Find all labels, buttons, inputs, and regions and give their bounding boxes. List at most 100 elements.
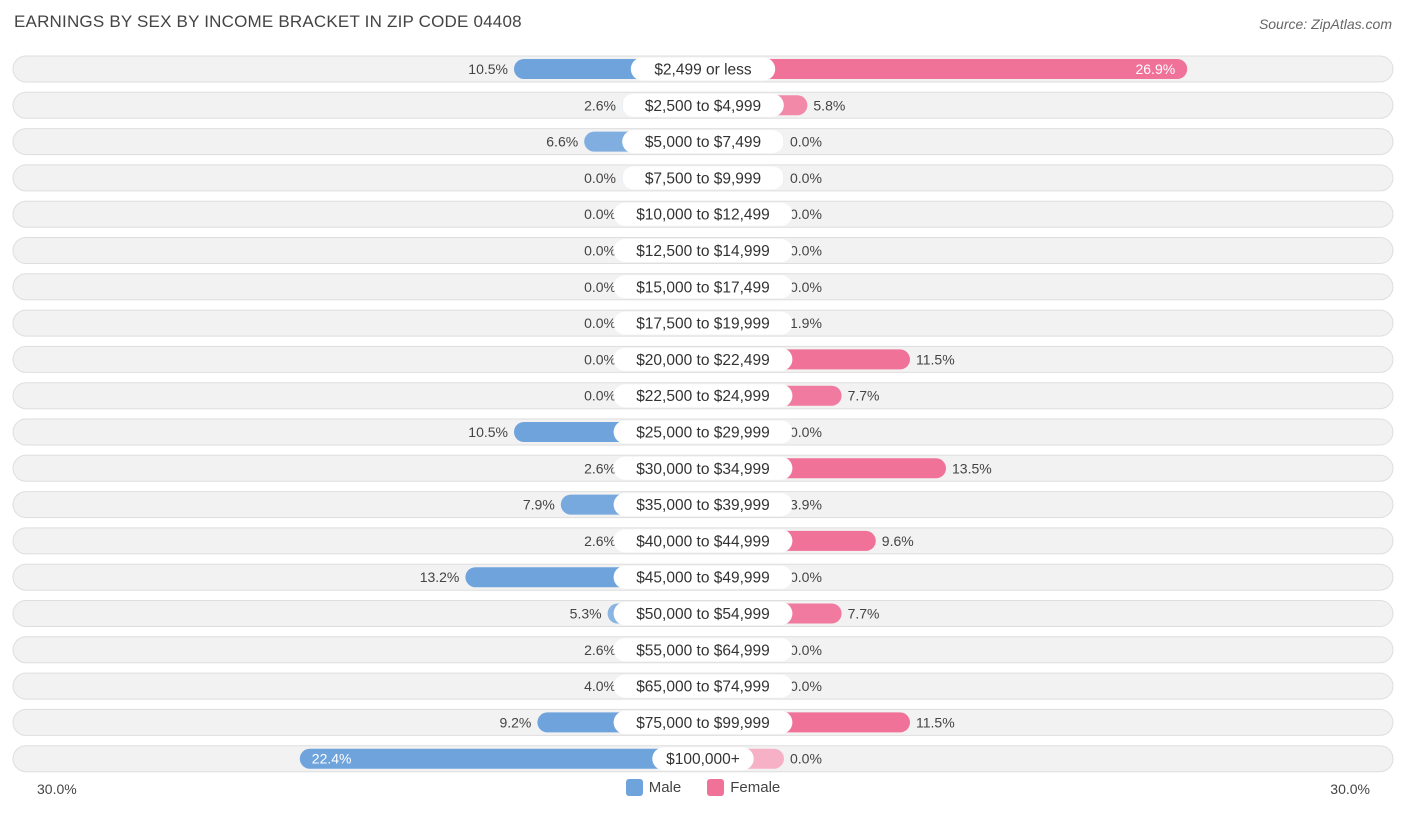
bar-row: 0.0% 0.0% $15,000 to $17,499 [12,273,1394,301]
value-label-male: 13.2% [420,569,460,585]
legend-label-male: Male [648,779,682,796]
category-label: $10,000 to $12,499 [636,207,770,224]
category-label: $35,000 to $39,999 [636,497,770,514]
bar-row: 2.6% 13.5% $30,000 to $34,999 [12,454,1394,482]
value-label-male: 5.3% [570,606,602,622]
value-label-female: 9.6% [882,533,914,549]
value-label-female: 3.9% [790,497,822,513]
category-label: $5,000 to $7,499 [645,134,761,151]
value-label-female: 1.9% [790,315,822,331]
value-label-female: 26.9% [1135,61,1175,77]
category-pill [613,420,793,444]
category-pill [613,311,793,335]
bar-row: 13.2% 0.0% $45,000 to $49,999 [12,563,1394,591]
category-label: $12,500 to $14,999 [636,243,770,260]
category-label: $7,500 to $9,999 [645,170,761,187]
value-label-male: 0.0% [584,243,616,259]
bar-row: 9.2% 11.5% $75,000 to $99,999 [12,708,1394,736]
value-label-male: 6.6% [546,134,578,150]
category-label: $15,000 to $17,499 [636,279,770,296]
bar-female[interactable] [703,59,1188,79]
value-label-male: 2.6% [584,533,616,549]
value-label-female: 0.0% [790,751,822,767]
category-pill [613,565,793,589]
category-pill [613,602,793,625]
value-label-female: 11.5% [916,351,955,367]
value-label-female: 0.0% [790,424,822,440]
value-label-female: 0.0% [790,642,822,658]
value-label-male: 0.0% [584,170,616,186]
category-label: $22,500 to $24,999 [636,388,770,405]
legend: Male Female [0,779,1406,796]
bar-male[interactable] [299,748,703,769]
value-label-female: 0.0% [790,134,822,150]
bar-row: 2.6% 5.8% $2,500 to $4,999 [12,91,1394,119]
value-label-male: 22.4% [312,751,352,767]
value-label-female: 0.0% [790,279,822,295]
bar-row: 2.6% 0.0% $55,000 to $64,999 [12,636,1394,664]
category-pill [613,347,793,371]
category-pill [622,130,784,154]
legend-swatch-female [707,779,725,796]
category-pill [613,456,793,480]
bar-row: 2.6% 9.6% $40,000 to $44,999 [12,527,1394,555]
category-label: $65,000 to $74,999 [636,679,770,696]
value-label-female: 11.5% [916,714,955,730]
value-label-male: 9.2% [499,714,531,730]
chart-title: EARNINGS BY SEX BY INCOME BRACKET IN ZIP… [14,12,522,31]
value-label-male: 2.6% [584,642,616,658]
value-label-male: 0.0% [584,315,616,331]
legend-label-female: Female [730,779,781,796]
bar-row: 0.0% 7.7% $22,500 to $24,999 [12,382,1394,410]
value-label-male: 10.5% [468,61,508,77]
value-label-female: 7.7% [848,388,880,404]
category-pill [613,674,793,698]
category-pill [613,239,793,262]
value-label-female: 0.0% [790,170,822,186]
axis-right-label: 30.0% [1330,781,1370,797]
legend-item-male[interactable]: Male [625,779,682,796]
category-label: $40,000 to $44,999 [636,533,770,550]
category-pill [613,493,793,517]
value-label-male: 2.6% [584,460,616,476]
value-label-male: 0.0% [584,279,616,295]
category-pill [630,57,776,81]
category-pill [613,638,793,662]
category-pill [613,275,793,299]
category-pill [652,747,754,771]
category-label: $50,000 to $54,999 [636,606,770,623]
value-label-female: 0.0% [790,569,822,585]
legend-item-female[interactable]: Female [707,779,780,796]
category-label: $100,000+ [666,751,740,768]
value-label-male: 10.5% [468,424,508,440]
value-label-female: 7.7% [848,606,880,622]
value-label-female: 0.0% [790,243,822,259]
value-label-male: 0.0% [584,388,616,404]
bar-row: 0.0% 1.9% $17,500 to $19,999 [12,309,1394,337]
category-pill [613,710,793,734]
value-label-female: 13.5% [952,460,992,476]
value-label-male: 0.0% [584,351,616,367]
category-pill [613,529,793,553]
source-label: Source: ZipAtlas.com [1258,16,1392,32]
bar-row: 10.5% 26.9% $2,499 or less [12,55,1394,83]
bar-row: 7.9% 3.9% $35,000 to $39,999 [12,491,1394,519]
category-label: $17,500 to $19,999 [636,316,770,333]
bar-row: 6.6% 0.0% $5,000 to $7,499 [12,128,1394,156]
bar-row: 22.4% 0.0% $100,000+ [12,745,1394,773]
bar-row: 10.5% 0.0% $25,000 to $29,999 [12,418,1394,446]
axis-left-label: 30.0% [37,781,77,797]
value-label-male: 2.6% [584,97,616,113]
value-label-female: 0.0% [790,678,822,694]
value-label-male: 0.0% [584,206,616,222]
category-label: $20,000 to $22,499 [636,352,770,369]
category-label: $25,000 to $29,999 [636,425,770,442]
bar-row: 0.0% 0.0% $12,500 to $14,999 [12,237,1394,264]
category-label: $45,000 to $49,999 [636,570,770,587]
value-label-female: 5.8% [813,97,845,113]
bar-row: 0.0% 0.0% $7,500 to $9,999 [12,164,1394,192]
bar-row: 5.3% 7.7% $50,000 to $54,999 [12,600,1394,627]
category-label: $2,500 to $4,999 [645,98,761,115]
value-label-male: 4.0% [584,678,616,694]
